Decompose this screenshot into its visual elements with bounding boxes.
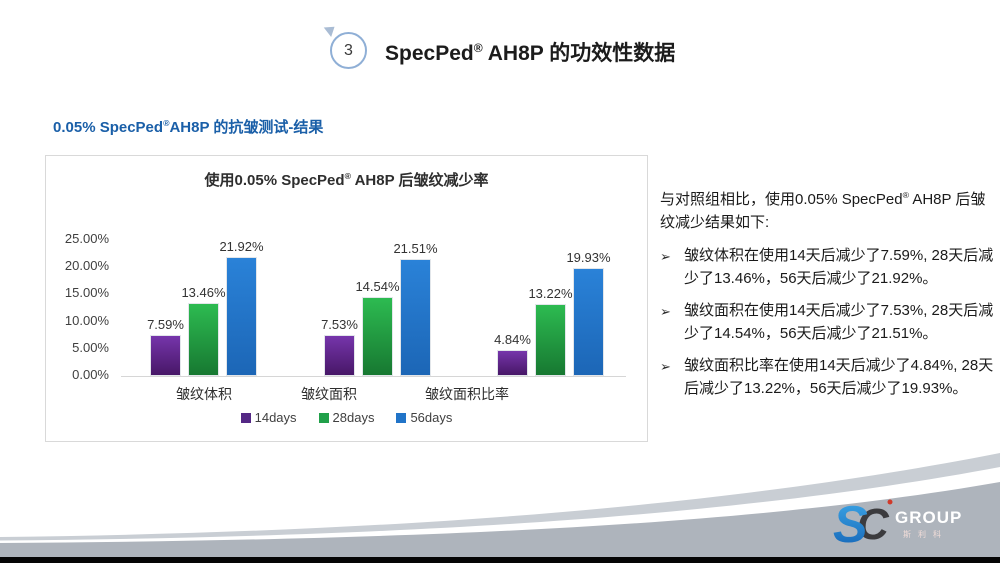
registered-mark: ® — [163, 118, 170, 128]
bar-14days: 4.84% — [494, 332, 531, 376]
chart-legend: 14days 28days 56days — [46, 410, 647, 425]
category-label: 皱纹面积比率 — [425, 386, 509, 402]
circle-arrow-icon — [323, 22, 339, 37]
results-bullets: ➢ 皱纹体积在使用14天后减少了7.59%, 28天后减少了13.46%，56天后… — [660, 245, 996, 400]
bullet-arrow-icon: ➢ — [660, 249, 671, 264]
logo-letter-s: S — [833, 496, 868, 554]
category-label: 皱纹面积 — [301, 386, 357, 402]
result-bullet-1: ➢ 皱纹体积在使用14天后减少了7.59%, 28天后减少了13.46%，56天后… — [660, 245, 996, 290]
y-axis-tick: 0.00% — [72, 367, 109, 382]
swoosh-gray-band — [0, 482, 1000, 557]
chart-title-pre: 使用0.05% SpecPed — [204, 172, 345, 189]
x-axis-line — [121, 376, 626, 377]
subtitle-pre: 0.05% SpecPed — [53, 119, 164, 136]
legend-label: 56days — [410, 410, 453, 425]
legend-swatch — [318, 412, 329, 423]
registered-mark: ® — [344, 171, 351, 181]
y-axis-tick: 10.00% — [64, 312, 109, 328]
legend-label: 28days — [332, 410, 375, 425]
results-intro-pre: 与对照组相比，使用0.05% SpecPed — [660, 191, 903, 208]
bullet-arrow-icon: ➢ — [660, 359, 671, 374]
chart-canvas: 0.00% 5.00% 10.00% 15.00% 20.00% 25.00% 7.59% 1… — [46, 156, 647, 441]
bar-cluster-2: 7.53% 14.54% 21.51% — [321, 241, 438, 376]
result-bullet-3: ➢ 皱纹面积比率在使用14天后减少了4.84%, 28天后减少了13.22%，56… — [660, 355, 996, 400]
bar-rect — [226, 257, 257, 376]
data-label: 21.92% — [219, 239, 264, 254]
bullet-text: 皱纹面积比率在使用14天后减少了4.84%, 28天后减少了13.22%，56天… — [684, 357, 994, 397]
bar-rect — [188, 303, 219, 376]
bar-rect — [497, 350, 528, 376]
bar-56days: 21.51% — [393, 241, 438, 376]
legend-item-14days: 14days — [240, 410, 297, 425]
y-axis-tick: 15.00% — [64, 285, 109, 301]
bar-rect — [400, 259, 431, 376]
y-axis-tick: 5.00% — [72, 339, 109, 355]
page-title-rest: AH8P 的功效性数据 — [482, 42, 676, 65]
results-intro-post: AH8P 后皱纹减少结果如下: — [660, 191, 986, 231]
bullet-text: 皱纹面积在使用14天后减少了7.53%, 28天后减少了14.54%，56天后减… — [684, 302, 994, 342]
data-label: 19.93% — [566, 250, 611, 265]
bar-28days: 13.46% — [181, 285, 226, 376]
y-axis-tick: 20.00% — [64, 258, 109, 274]
logo-subtext: 斯利科 — [903, 529, 948, 539]
chart-title: 使用0.05% SpecPed® AH8P 后皱纹减少率 — [46, 169, 647, 190]
chart-panel: 使用0.05% SpecPed® AH8P 后皱纹减少率 0.00% 5.00% 1… — [45, 155, 648, 442]
bar-rect — [150, 335, 181, 376]
data-label: 13.46% — [181, 285, 226, 300]
bar-28days: 13.22% — [528, 286, 573, 376]
legend-label: 14days — [254, 410, 297, 425]
footer-swoosh — [0, 453, 1000, 557]
bar-rect — [362, 297, 393, 376]
registered-mark: ® — [473, 41, 483, 55]
y-axis-tick: 25.00% — [64, 231, 109, 246]
bar-cluster-3: 4.84% 13.22% 19.93% — [494, 250, 611, 376]
bar-rect — [535, 304, 566, 376]
data-label: 4.84% — [494, 332, 531, 347]
legend-item-28days: 28days — [318, 410, 375, 425]
logo-letter-c: C — [857, 500, 890, 549]
page-title: SpecPed® AH8P 的功效性数据 — [385, 37, 675, 67]
page-title-brand: SpecPed — [385, 42, 474, 65]
bullet-arrow-icon: ➢ — [660, 304, 671, 319]
logo-registered-dot — [887, 499, 893, 505]
bar-56days: 19.93% — [566, 250, 611, 376]
legend-swatch — [240, 412, 251, 423]
legend-swatch — [396, 412, 407, 423]
data-label: 21.51% — [393, 241, 438, 256]
bar-14days: 7.59% — [147, 317, 184, 376]
category-label: 皱纹体积 — [176, 386, 232, 402]
bar-28days: 14.54% — [355, 279, 400, 376]
legend-item-56days: 56days — [396, 410, 452, 425]
bullet-text: 皱纹体积在使用14天后减少了7.59%, 28天后减少了13.46%，56天后减… — [684, 247, 994, 287]
footer-edge-bar — [0, 557, 1000, 563]
bar-rect — [324, 335, 355, 376]
registered-mark: ® — [902, 190, 909, 200]
step-number-badge: 3 — [323, 22, 367, 69]
subtitle-post: AH8P 的抗皱测试-结果 — [169, 119, 324, 136]
results-panel: 与对照组相比，使用0.05% SpecPed® AH8P 后皱纹减少结果如下: … — [660, 189, 996, 410]
company-logo: C S GROUP 斯利科 — [833, 496, 962, 554]
data-label: 14.54% — [355, 279, 400, 294]
data-label: 7.53% — [321, 317, 358, 332]
data-label: 13.22% — [528, 286, 573, 301]
section-subtitle: 0.05% SpecPed®AH8P 的抗皱测试-结果 — [53, 116, 323, 137]
bar-cluster-1: 7.59% 13.46% 21.92% — [147, 239, 264, 376]
chart-title-post: AH8P 后皱纹减少率 — [350, 172, 489, 189]
step-number: 3 — [344, 41, 353, 59]
results-intro: 与对照组相比，使用0.05% SpecPed® AH8P 后皱纹减少结果如下: — [660, 189, 996, 234]
bar-14days: 7.53% — [321, 317, 358, 376]
data-label: 7.59% — [147, 317, 184, 332]
result-bullet-2: ➢ 皱纹面积在使用14天后减少了7.53%, 28天后减少了14.54%，56天后… — [660, 300, 996, 345]
bar-56days: 21.92% — [219, 239, 264, 376]
logo-group-text: GROUP — [895, 508, 962, 527]
bar-rect — [573, 268, 604, 376]
